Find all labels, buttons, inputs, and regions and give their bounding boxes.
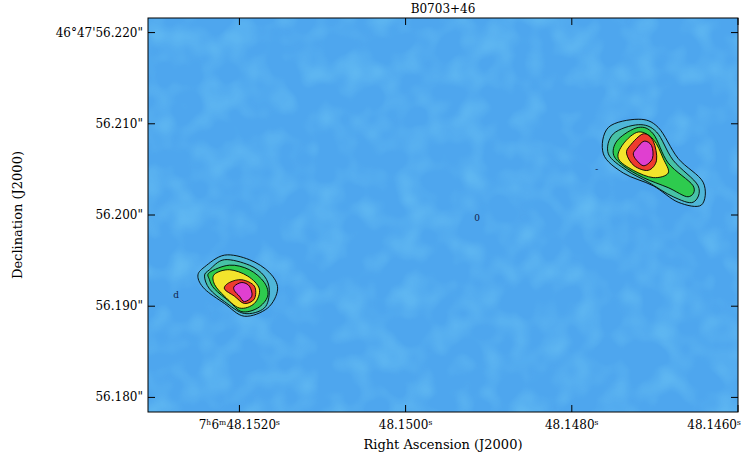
- plot-area: [148, 18, 738, 412]
- contour: [224, 280, 255, 304]
- x-tick-label: 48.1460ˢ: [687, 418, 741, 432]
- contour: [205, 260, 270, 314]
- x-tick: [405, 405, 406, 412]
- contour: [608, 125, 700, 203]
- x-tick-label: 48.1500ˢ: [379, 418, 433, 432]
- x-tick-label: 48.1480ˢ: [545, 418, 599, 432]
- y-tick: [148, 32, 155, 33]
- y-tick: [731, 32, 738, 33]
- source: [602, 119, 705, 206]
- y-tick: [731, 306, 738, 307]
- y-tick: [148, 215, 155, 216]
- background: [148, 18, 738, 412]
- chart: 7ʰ6ᵐ48.1520ˢ 48.1500ˢ 48.1480ˢ 48.1460ˢ 46°4…: [0, 0, 745, 465]
- y-tick: [731, 215, 738, 216]
- x-tick: [738, 405, 739, 412]
- x-axis-title: Right Ascension (J2000): [363, 437, 522, 452]
- frame: [148, 18, 738, 412]
- contour: [618, 132, 669, 178]
- annotation: -: [595, 164, 598, 174]
- y-tick: [731, 397, 738, 398]
- background-noise: [148, 18, 738, 412]
- contour: [198, 255, 278, 316]
- annotation: 0: [474, 213, 480, 223]
- y-tick: [148, 123, 155, 124]
- x-tick: [738, 18, 739, 25]
- title: B0703+46: [411, 2, 476, 16]
- x-tick: [571, 18, 572, 25]
- y-tick-label: 56.210": [95, 117, 143, 131]
- contour: [602, 119, 705, 206]
- contour: [213, 270, 260, 309]
- annotation: d: [173, 290, 179, 300]
- y-tick: [148, 306, 155, 307]
- x-tick: [571, 405, 572, 412]
- contour: [208, 265, 268, 312]
- source: [198, 255, 278, 316]
- contour: [234, 282, 252, 301]
- y-tick: [731, 123, 738, 124]
- contour: [613, 127, 694, 197]
- contour: [626, 134, 656, 171]
- y-tick-label: 56.200": [95, 208, 143, 222]
- x-tick-label: 7ʰ6ᵐ48.1520ˢ: [199, 418, 281, 432]
- x-tick: [239, 405, 240, 412]
- y-tick-label: 56.190": [95, 299, 143, 313]
- y-tick-label: 46°47'56.220": [56, 26, 143, 40]
- x-tick: [405, 18, 406, 25]
- contour: [633, 141, 653, 166]
- x-tick: [239, 18, 240, 25]
- y-tick-label: 56.180": [95, 390, 143, 404]
- y-tick: [148, 397, 155, 398]
- y-axis-title: Declination (J2000): [10, 151, 25, 279]
